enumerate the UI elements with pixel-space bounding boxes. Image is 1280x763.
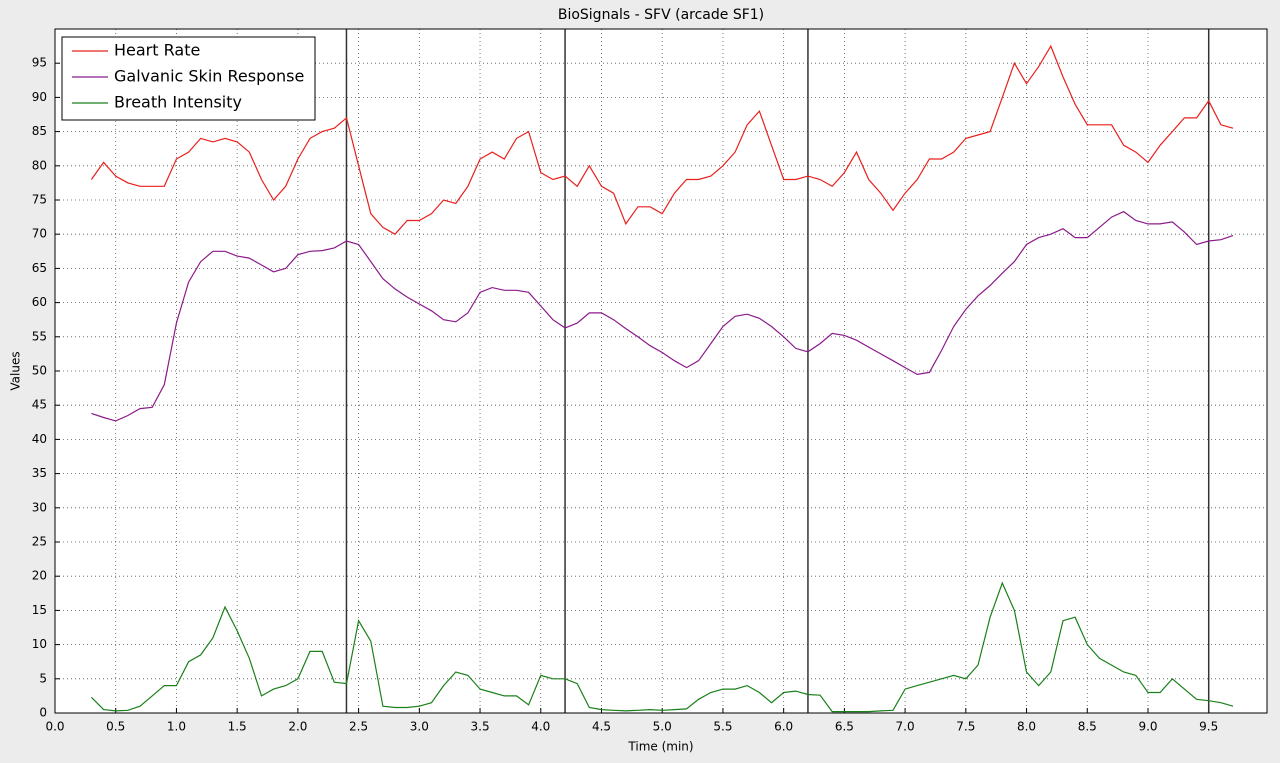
series-line — [91, 210, 1234, 422]
y-tick-label: 85 — [32, 124, 47, 138]
y-tick-label: 15 — [32, 603, 47, 617]
x-tick-label: 9.5 — [1199, 720, 1218, 734]
x-tick-label: 4.5 — [592, 720, 611, 734]
x-axis-label: Time (min) — [627, 740, 693, 754]
chart-title: BioSignals - SFV (arcade SF1) — [558, 7, 764, 23]
legend-label: Galvanic Skin Response — [114, 67, 304, 86]
y-tick-label: 60 — [32, 295, 47, 309]
x-tick-label: 8.5 — [1078, 720, 1097, 734]
x-tick-label: 3.0 — [410, 720, 429, 734]
y-tick-label: 20 — [32, 569, 47, 583]
x-tick-label: 1.5 — [228, 720, 247, 734]
legend-label: Heart Rate — [114, 41, 200, 60]
y-tick-label: 95 — [32, 56, 47, 70]
y-tick-label: 30 — [32, 500, 47, 514]
y-tick-label: 50 — [32, 364, 47, 378]
series-line — [90, 581, 1234, 713]
y-tick-label: 75 — [32, 193, 47, 207]
x-tick-label: 7.5 — [956, 720, 975, 734]
x-tick-label: 7.0 — [896, 720, 915, 734]
y-tick-label: 90 — [32, 90, 47, 104]
series-line — [90, 44, 1234, 235]
x-tick-label: 0.5 — [106, 720, 125, 734]
y-tick-label: 10 — [32, 637, 47, 651]
x-tick-label: 3.5 — [471, 720, 490, 734]
x-tick-label: 9.0 — [1138, 720, 1157, 734]
y-tick-label: 5 — [39, 671, 47, 685]
x-tick-label: 6.0 — [774, 720, 793, 734]
x-tick-label: 4.0 — [531, 720, 550, 734]
y-tick-label: 0 — [39, 706, 47, 720]
x-tick-label: 0.0 — [45, 720, 64, 734]
x-tick-label: 5.5 — [713, 720, 732, 734]
plot-area — [55, 29, 1267, 713]
y-tick-label: 55 — [32, 329, 47, 343]
legend-label: Breath Intensity — [114, 93, 242, 112]
x-tick-label: 2.5 — [349, 720, 368, 734]
x-tick-label: 1.0 — [167, 720, 186, 734]
y-tick-label: 80 — [32, 158, 47, 172]
x-tick-label: 5.0 — [653, 720, 672, 734]
y-tick-label: 65 — [32, 261, 47, 275]
y-tick-label: 40 — [32, 432, 47, 446]
x-tick-label: 2.0 — [288, 720, 307, 734]
x-tick-label: 6.5 — [835, 720, 854, 734]
y-tick-label: 25 — [32, 535, 47, 549]
y-axis-label: Values — [9, 351, 23, 390]
plot-frame — [54, 28, 1268, 714]
x-tick-label: 8.0 — [1017, 720, 1036, 734]
y-tick-label: 45 — [32, 398, 47, 412]
legend: Heart Rate Galvanic Skin Response Breath I… — [61, 36, 316, 121]
y-tick-label: 70 — [32, 227, 47, 241]
y-tick-label: 35 — [32, 466, 47, 480]
